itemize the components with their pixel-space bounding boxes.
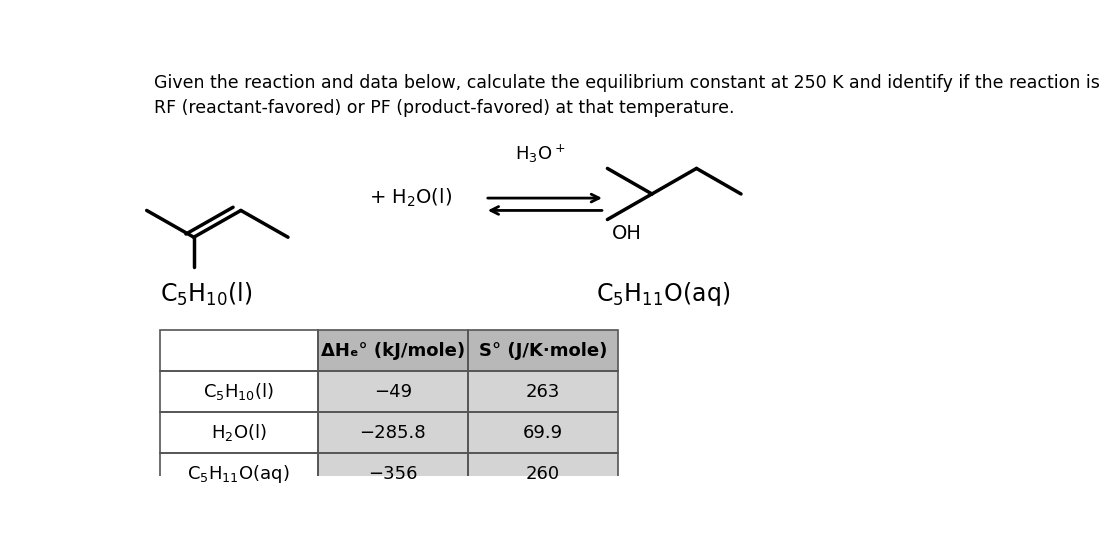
Text: + H$_2$O(l): + H$_2$O(l)	[369, 187, 452, 209]
Text: C$_5$H$_{10}$(l): C$_5$H$_{10}$(l)	[159, 280, 252, 308]
Text: H$_2$O(l): H$_2$O(l)	[211, 423, 266, 444]
Bar	[318, 454, 467, 495]
Bar	[318, 371, 467, 412]
Text: 260: 260	[526, 465, 560, 483]
Bar	[318, 454, 467, 495]
Bar	[159, 454, 318, 495]
Bar	[467, 454, 618, 495]
Bar	[318, 412, 467, 454]
Bar	[467, 330, 618, 371]
Bar	[318, 412, 467, 454]
Bar	[318, 330, 467, 371]
Bar	[467, 371, 618, 412]
Text: 263: 263	[526, 383, 560, 401]
Bar	[467, 412, 618, 454]
Text: 69.9: 69.9	[523, 424, 562, 442]
Text: −356: −356	[368, 465, 418, 483]
Text: ΔHₑ° (kJ/mole): ΔHₑ° (kJ/mole)	[320, 341, 465, 360]
Text: C$_5$H$_{10}$(l): C$_5$H$_{10}$(l)	[203, 381, 274, 402]
Bar	[159, 330, 318, 371]
Bar	[467, 412, 618, 454]
Text: H$_3$O$^+$: H$_3$O$^+$	[515, 143, 565, 165]
Bar	[318, 330, 467, 371]
Text: C$_5$H$_{11}$O(aq): C$_5$H$_{11}$O(aq)	[597, 280, 730, 309]
Text: −285.8: −285.8	[359, 424, 427, 442]
Bar	[467, 371, 618, 412]
Bar	[159, 371, 318, 412]
Bar	[318, 371, 467, 412]
Text: C$_5$H$_{11}$O(aq): C$_5$H$_{11}$O(aq)	[188, 463, 290, 485]
Text: Given the reaction and data below, calculate the equilibrium constant at 250 K a: Given the reaction and data below, calcu…	[154, 74, 1099, 118]
Bar	[159, 454, 318, 495]
Text: S° (J/K·mole): S° (J/K·mole)	[478, 341, 607, 360]
Bar	[467, 454, 618, 495]
Bar	[467, 330, 618, 371]
Bar	[159, 330, 318, 371]
Text: −49: −49	[373, 383, 412, 401]
Text: OH: OH	[612, 224, 642, 243]
Bar	[159, 412, 318, 454]
Bar	[159, 412, 318, 454]
Bar	[159, 371, 318, 412]
